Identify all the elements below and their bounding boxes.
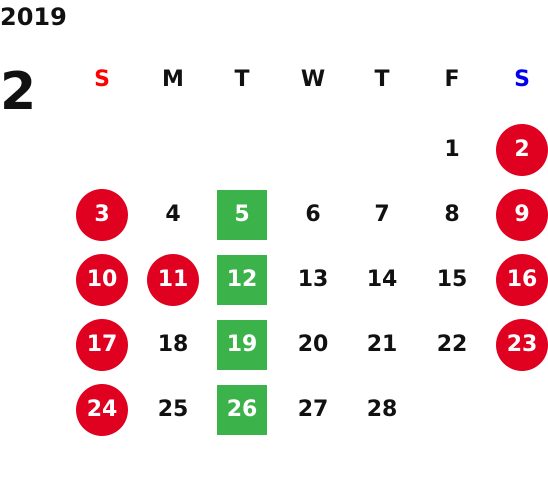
weekday-header-wed: W	[300, 67, 326, 92]
day-cell-21[interactable]: 21	[366, 332, 398, 357]
day-cell-2[interactable]: 2	[496, 124, 548, 176]
day-cell-19[interactable]: 19	[217, 320, 267, 370]
day-cell-1[interactable]: 1	[444, 137, 460, 162]
day-cell-9[interactable]: 9	[496, 189, 548, 241]
day-cell-13[interactable]: 13	[297, 267, 329, 292]
weekday-header-sat: S	[514, 67, 530, 92]
day-cell-17[interactable]: 17	[76, 319, 128, 371]
day-cell-20[interactable]: 20	[297, 332, 329, 357]
day-cell-7[interactable]: 7	[374, 202, 390, 227]
day-cell-12[interactable]: 12	[217, 255, 267, 305]
month-number: 2	[0, 62, 37, 122]
day-cell-22[interactable]: 22	[436, 332, 468, 357]
year-label: 2019	[0, 3, 67, 31]
day-cell-5[interactable]: 5	[217, 190, 267, 240]
day-cell-23[interactable]: 23	[496, 319, 548, 371]
weekday-header-mon: M	[162, 67, 184, 92]
day-cell-28[interactable]: 28	[366, 397, 398, 422]
day-cell-14[interactable]: 14	[366, 267, 398, 292]
day-cell-26[interactable]: 26	[217, 385, 267, 435]
day-cell-18[interactable]: 18	[157, 332, 189, 357]
day-cell-24[interactable]: 24	[76, 384, 128, 436]
weekday-header-fri: F	[444, 67, 460, 92]
weekday-header-tue: T	[234, 67, 250, 92]
day-cell-11[interactable]: 11	[147, 254, 199, 306]
day-cell-6[interactable]: 6	[305, 202, 321, 227]
day-cell-10[interactable]: 10	[76, 254, 128, 306]
day-cell-16[interactable]: 16	[496, 254, 548, 306]
day-cell-8[interactable]: 8	[444, 202, 460, 227]
weekday-header-sun: S	[94, 67, 110, 92]
day-cell-25[interactable]: 25	[157, 397, 189, 422]
weekday-header-thu: T	[374, 67, 390, 92]
day-cell-3[interactable]: 3	[76, 189, 128, 241]
day-cell-4[interactable]: 4	[165, 202, 181, 227]
day-cell-27[interactable]: 27	[297, 397, 329, 422]
day-cell-15[interactable]: 15	[436, 267, 468, 292]
